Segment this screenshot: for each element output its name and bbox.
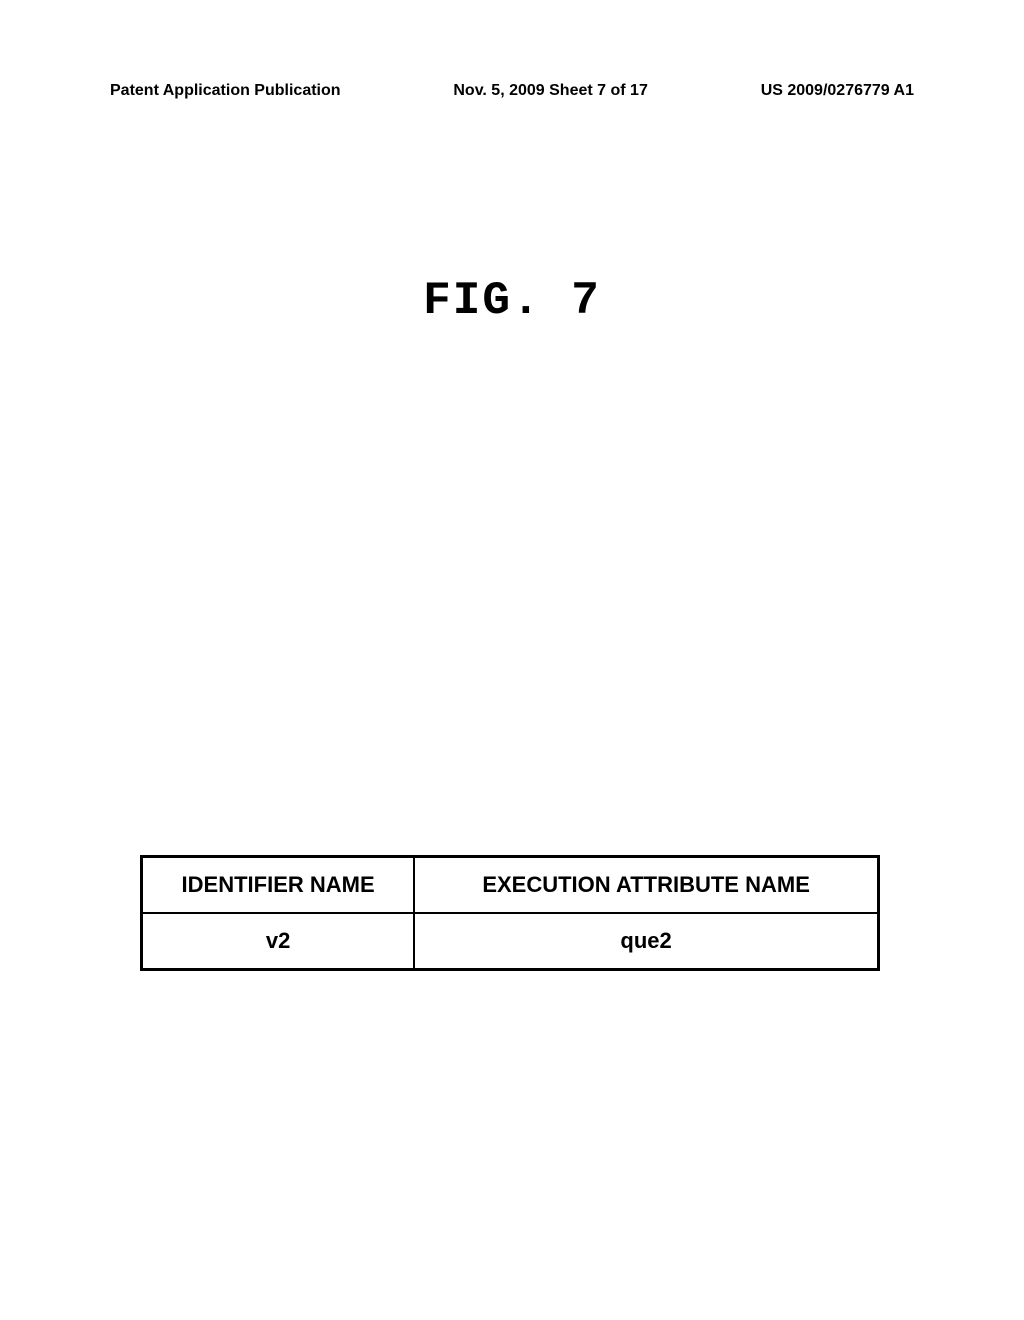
cell-execution: que2: [414, 913, 878, 970]
date-sheet-info: Nov. 5, 2009 Sheet 7 of 17: [453, 82, 647, 100]
figure-title: FIG. 7: [0, 275, 1024, 327]
page-header: Patent Application Publication Nov. 5, 2…: [110, 82, 914, 100]
table-header-row: IDENTIFIER NAME EXECUTION ATTRIBUTE NAME: [142, 857, 879, 914]
attribute-table-container: IDENTIFIER NAME EXECUTION ATTRIBUTE NAME…: [140, 855, 880, 971]
cell-identifier: v2: [142, 913, 415, 970]
table-row: v2 que2: [142, 913, 879, 970]
publication-type: Patent Application Publication: [110, 82, 341, 100]
publication-number: US 2009/0276779 A1: [761, 82, 914, 100]
attribute-table: IDENTIFIER NAME EXECUTION ATTRIBUTE NAME…: [140, 855, 880, 971]
column-header-execution: EXECUTION ATTRIBUTE NAME: [414, 857, 878, 914]
column-header-identifier: IDENTIFIER NAME: [142, 857, 415, 914]
